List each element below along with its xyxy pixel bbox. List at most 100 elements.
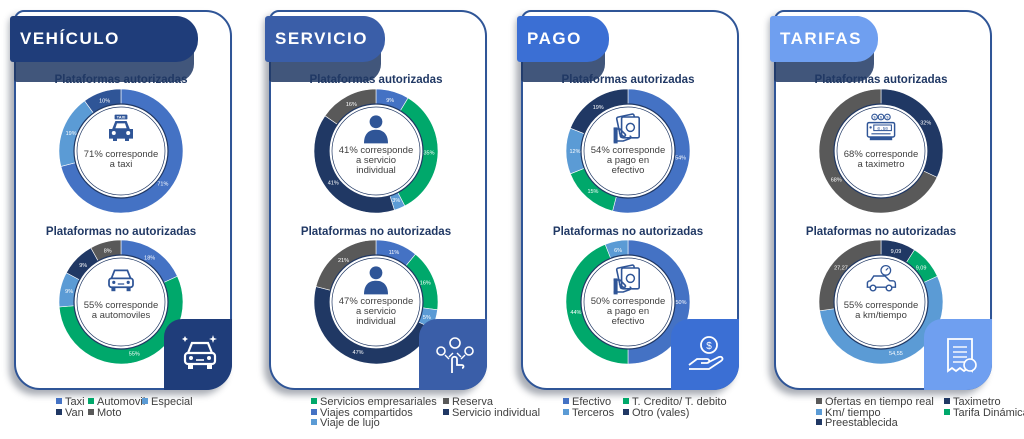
car-speed-icon [866, 264, 897, 292]
center-text-line: efectivo [612, 165, 645, 176]
corner-badge [419, 319, 487, 390]
chart-legend: Efectivo T. Credito/ T. debito Terceros Otr… [563, 397, 773, 431]
legend-swatch [311, 398, 317, 404]
panel-tarifas: TARIFAS Plataformas autorizadas 32% 68% $ $ $0… [770, 6, 992, 392]
legend-swatch [142, 398, 148, 404]
center-text-line: 68% corresponde [844, 149, 918, 160]
center-text-line: individual [356, 165, 396, 176]
legend-swatch [88, 408, 94, 415]
legend-label: Otro (vales) [632, 406, 690, 419]
center-text-line: 47% corresponde [339, 296, 413, 307]
legend-label: Reserva [452, 396, 493, 408]
legend-swatch [944, 398, 950, 404]
center-text-line: individual [356, 316, 396, 327]
legend-swatch [816, 408, 822, 415]
slice-label: 35% [423, 151, 434, 157]
slice-label: 55% [129, 351, 140, 357]
svg-text:$: $ [706, 341, 712, 352]
legend-label: Viajes compartidos [320, 406, 413, 419]
slice-label: 54,55 [889, 351, 903, 357]
slice-label: 16% [346, 102, 357, 108]
legend-swatch [816, 419, 822, 425]
slice-label: 6% [614, 248, 622, 254]
legend-item: Especial [142, 397, 193, 408]
chart-subtitle: Plataformas autorizadas [814, 74, 948, 86]
meter-readout: 0.50 [877, 127, 888, 132]
legend-swatch [944, 408, 950, 415]
center-text-line: 71% corresponde [84, 149, 158, 160]
slice-label: 5% [423, 315, 431, 321]
corner-badge [924, 319, 992, 390]
center-text-line: a taxi [110, 159, 133, 170]
receipt-icon [947, 338, 977, 373]
center-text-line: a taximetro [858, 159, 905, 170]
slice-label: 18% [144, 255, 155, 261]
legend-item: Servicios empresariales [311, 397, 437, 408]
svg-text:$: $ [880, 115, 883, 120]
slice-label: 11% [389, 250, 400, 256]
legend-item: Taxi [56, 397, 85, 408]
legend-item: Automovil [88, 397, 145, 408]
person-icon [364, 266, 388, 295]
legend-item: Km/ tiempo [816, 406, 881, 419]
legend-swatch [56, 398, 62, 404]
chart-legend: Taxi Automovil Especial Van Moto [56, 397, 236, 431]
center-text-line: a pago en [607, 306, 649, 317]
people-network-icon [436, 337, 474, 373]
taxi-icon: TAXI [109, 114, 133, 141]
chart-subtitle: Plataformas autorizadas [561, 74, 695, 86]
legend-item: Taximetro [944, 397, 1001, 408]
slice-label: 19% [66, 131, 77, 137]
slice-label: 32% [920, 121, 931, 127]
center-text-line: a servicio [356, 155, 396, 166]
legend-label: Efectivo [572, 396, 612, 408]
legend-swatch [56, 408, 62, 415]
legend-label: Servicio individual [452, 406, 541, 419]
slice-label: 21% [338, 258, 349, 264]
svg-text:TAXI: TAXI [117, 115, 126, 120]
panel-tab-title: SERVICIO [265, 16, 385, 62]
panel-vehiculo: VEHÍCULO Plataformas autorizadas 71% 19% 10%… [10, 6, 232, 392]
legend-item: Preestablecida [816, 418, 898, 429]
chart-subtitle: Plataformas no autorizadas [552, 226, 704, 238]
car-sparkle-icon [182, 335, 217, 369]
legend-swatch [623, 398, 629, 404]
slice-label: 68% [831, 177, 842, 183]
center-text-line: a pago en [607, 155, 649, 166]
legend-swatch [311, 419, 317, 425]
chart-legend: Servicios empresariales Reserva Viajes com… [311, 397, 551, 431]
legend-label: Km/ tiempo [825, 406, 881, 419]
legend-swatch [563, 398, 569, 404]
cash-payment-icon [613, 264, 641, 295]
legend-swatch [563, 408, 569, 415]
legend-item: T. Credito/ T. debito [623, 397, 727, 408]
chart-legend: Ofertas en tiempo real Taximetro Km/ tiemp… [816, 397, 1024, 431]
legend-label: Preestablecida [825, 417, 898, 429]
slice-label: 50% [675, 300, 686, 306]
slice-label: 27,27 [834, 265, 848, 271]
hand-coin-icon: $ [688, 336, 724, 370]
legend-swatch [88, 398, 94, 404]
slice-label: 9,09 [916, 265, 927, 271]
legend-swatch [443, 408, 449, 415]
slice-label: 41% [328, 180, 339, 186]
center-text-line: 55% corresponde [844, 300, 918, 311]
legend-item: Van [56, 407, 84, 418]
legend-swatch [443, 398, 449, 404]
center-text-line: 50% corresponde [591, 296, 665, 307]
slice-label: 54% [675, 156, 686, 162]
svg-text:$: $ [886, 115, 889, 120]
legend-item: Efectivo [563, 397, 611, 408]
slice-label: 3% [392, 198, 400, 204]
center-text-line: a servicio [356, 306, 396, 317]
legend-label: Automovil [97, 396, 146, 408]
slice-label: 71% [157, 181, 168, 187]
chart-subtitle: Plataformas autorizadas [54, 74, 188, 86]
slice-label: 15% [587, 189, 598, 195]
legend-label: Viaje de lujo [320, 417, 380, 429]
panel-servicio: SERVICIO Plataformas autorizadas 9% 35% 3% 41… [265, 6, 487, 392]
slice-label: 10% [99, 99, 110, 105]
svg-text:$: $ [873, 115, 876, 120]
